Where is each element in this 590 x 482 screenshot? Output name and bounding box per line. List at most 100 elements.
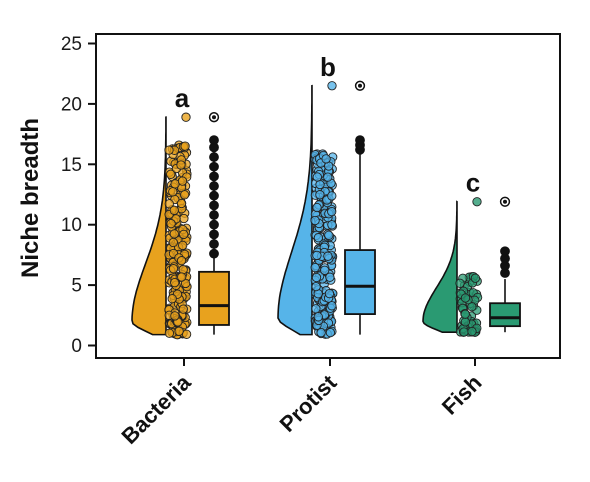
data-point xyxy=(164,199,174,209)
data-point xyxy=(323,172,333,182)
significance-letter-bacteria: a xyxy=(175,83,190,113)
y-tick-label: 0 xyxy=(71,336,82,357)
data-point xyxy=(166,218,176,229)
significance-letter-protist: b xyxy=(320,52,336,82)
data-point xyxy=(167,294,177,304)
data-point xyxy=(311,272,322,283)
data-point xyxy=(311,304,321,314)
outlier-point xyxy=(209,181,219,191)
data-point xyxy=(178,304,188,314)
data-point xyxy=(323,251,333,261)
data-point xyxy=(313,233,324,243)
data-point xyxy=(312,250,322,261)
plot-frame xyxy=(95,33,561,359)
data-point xyxy=(467,302,477,312)
outlier-point xyxy=(209,200,219,211)
y-tick-label: 20 xyxy=(61,94,82,115)
x-tick-label-bacteria: Bacteria xyxy=(116,369,196,449)
data-point xyxy=(460,317,471,327)
box-bacteria xyxy=(198,270,230,326)
data-point xyxy=(325,327,336,338)
series-fish: c xyxy=(422,168,521,337)
outlier-point xyxy=(209,229,219,240)
data-point xyxy=(176,198,187,209)
data-point xyxy=(169,205,179,215)
data-point xyxy=(324,288,335,299)
data-point xyxy=(180,141,190,151)
outlier-point xyxy=(209,210,219,220)
density-bacteria xyxy=(131,116,167,336)
data-point xyxy=(316,327,326,338)
outlier-point xyxy=(209,219,219,230)
density-fish xyxy=(422,200,458,334)
data-point xyxy=(181,112,191,122)
series-bacteria: a xyxy=(131,83,230,340)
points-protist xyxy=(310,81,338,339)
points-bacteria xyxy=(164,112,192,340)
x-tick-label-protist: Protist xyxy=(275,369,342,436)
data-point xyxy=(470,273,481,283)
data-point xyxy=(174,326,184,336)
plot-area: 0 5 10 15 20 25 Bacteria Protist Fish a b c xyxy=(61,33,561,449)
data-point xyxy=(460,293,471,303)
data-point xyxy=(467,326,477,337)
y-tick-label: 15 xyxy=(61,155,82,176)
data-point xyxy=(320,265,330,275)
data-point xyxy=(164,145,174,155)
y-tick-label: 25 xyxy=(61,34,82,55)
data-point xyxy=(168,264,179,274)
y-axis-title: Niche breadth xyxy=(17,118,44,278)
data-point xyxy=(325,272,335,282)
data-point xyxy=(177,176,188,186)
data-point xyxy=(168,237,178,248)
data-point xyxy=(327,301,337,311)
data-point xyxy=(170,311,180,321)
box-fish xyxy=(489,302,521,328)
data-point xyxy=(313,312,323,322)
outlier-point xyxy=(209,239,219,249)
data-point xyxy=(312,172,322,182)
data-point xyxy=(164,328,175,338)
outlier-point xyxy=(209,152,219,162)
data-point xyxy=(176,256,187,266)
data-point xyxy=(327,206,337,217)
data-point xyxy=(310,215,320,226)
significance-letter-fish: c xyxy=(466,168,480,198)
outlier-point xyxy=(355,135,365,146)
data-point xyxy=(472,197,482,207)
data-point xyxy=(327,191,337,201)
data-point xyxy=(310,262,320,273)
data-point xyxy=(168,187,178,197)
outlier-point xyxy=(209,161,219,172)
data-point xyxy=(179,229,189,240)
data-point xyxy=(178,240,188,251)
y-tick-label: 10 xyxy=(61,215,82,236)
density-protist xyxy=(277,84,313,336)
x-tick-label-fish: Fish xyxy=(437,370,487,420)
outlier-point xyxy=(209,171,219,182)
data-point xyxy=(166,169,176,179)
data-point xyxy=(459,327,469,337)
data-point xyxy=(312,202,322,213)
data-point xyxy=(177,272,187,282)
data-point xyxy=(179,190,190,200)
data-point xyxy=(327,220,337,230)
data-point xyxy=(311,281,321,292)
points-fish xyxy=(455,197,483,337)
data-point xyxy=(321,154,331,164)
outlier-point xyxy=(209,248,219,259)
box-protist xyxy=(344,249,376,315)
outlier-point xyxy=(209,135,219,146)
outlier-point xyxy=(212,115,216,120)
data-point xyxy=(315,190,325,200)
y-tick-label: 5 xyxy=(71,276,82,297)
data-point xyxy=(460,309,470,319)
outlier-point xyxy=(503,199,507,204)
series-protist: b xyxy=(277,52,376,339)
outlier-point xyxy=(209,190,219,201)
data-point xyxy=(324,230,334,240)
data-point xyxy=(176,160,186,170)
data-point xyxy=(169,229,179,239)
data-point xyxy=(327,81,337,91)
